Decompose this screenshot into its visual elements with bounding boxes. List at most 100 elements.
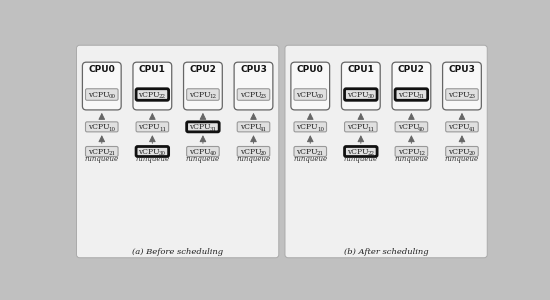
Text: 20: 20: [260, 151, 267, 156]
FancyBboxPatch shape: [76, 45, 279, 258]
Text: vCPU: vCPU: [139, 91, 160, 98]
Text: 22: 22: [367, 151, 375, 156]
Text: (a) Before scheduling: (a) Before scheduling: [132, 248, 223, 256]
Text: runqueue: runqueue: [445, 155, 479, 163]
Text: 10: 10: [108, 127, 116, 132]
Text: CPU3: CPU3: [240, 65, 267, 74]
Text: 10: 10: [317, 127, 324, 132]
Text: 12: 12: [418, 151, 425, 156]
Text: vCPU: vCPU: [398, 91, 419, 98]
FancyBboxPatch shape: [237, 146, 270, 157]
FancyBboxPatch shape: [133, 62, 172, 110]
Text: vCPU: vCPU: [88, 91, 109, 98]
FancyBboxPatch shape: [446, 146, 478, 157]
Text: vCPU: vCPU: [296, 123, 318, 131]
Text: 20: 20: [469, 151, 476, 156]
FancyBboxPatch shape: [291, 62, 329, 110]
FancyBboxPatch shape: [395, 146, 428, 157]
Text: 30: 30: [367, 94, 375, 99]
Text: 21: 21: [317, 151, 324, 156]
Text: vCPU: vCPU: [296, 148, 318, 155]
FancyBboxPatch shape: [294, 122, 327, 132]
Text: CPU0: CPU0: [297, 65, 323, 74]
Text: runqueue: runqueue: [135, 155, 169, 163]
Text: 41: 41: [469, 127, 476, 132]
FancyBboxPatch shape: [285, 45, 487, 258]
FancyBboxPatch shape: [136, 89, 169, 100]
Text: vCPU: vCPU: [448, 91, 470, 98]
FancyBboxPatch shape: [294, 146, 327, 157]
Text: vCPU: vCPU: [448, 123, 470, 131]
Text: vCPU: vCPU: [240, 123, 261, 131]
Text: CPU2: CPU2: [190, 65, 216, 74]
Text: vCPU: vCPU: [139, 123, 160, 131]
Text: vCPU: vCPU: [347, 148, 369, 155]
Text: vCPU: vCPU: [240, 148, 261, 155]
Text: (b) After scheduling: (b) After scheduling: [344, 248, 428, 256]
FancyBboxPatch shape: [446, 89, 478, 100]
Text: vCPU: vCPU: [88, 148, 109, 155]
FancyBboxPatch shape: [136, 146, 169, 157]
Text: 22: 22: [159, 94, 166, 99]
Text: 11: 11: [159, 127, 166, 132]
FancyBboxPatch shape: [186, 89, 219, 100]
Text: CPU3: CPU3: [449, 65, 475, 74]
Text: vCPU: vCPU: [189, 148, 211, 155]
FancyBboxPatch shape: [344, 89, 377, 100]
FancyBboxPatch shape: [443, 62, 481, 110]
FancyBboxPatch shape: [446, 122, 478, 132]
Text: 12: 12: [210, 94, 217, 99]
Text: vCPU: vCPU: [139, 148, 160, 155]
FancyBboxPatch shape: [342, 62, 380, 110]
Text: runqueue: runqueue: [293, 155, 327, 163]
FancyBboxPatch shape: [85, 89, 118, 100]
FancyBboxPatch shape: [82, 62, 121, 110]
FancyBboxPatch shape: [136, 122, 169, 132]
FancyBboxPatch shape: [234, 62, 273, 110]
Text: vCPU: vCPU: [347, 91, 369, 98]
Text: 40: 40: [418, 127, 425, 132]
Text: vCPU: vCPU: [189, 123, 211, 131]
FancyBboxPatch shape: [395, 89, 428, 100]
FancyBboxPatch shape: [186, 122, 219, 132]
Text: vCPU: vCPU: [398, 123, 419, 131]
Text: 11: 11: [367, 127, 375, 132]
Text: vCPU: vCPU: [398, 148, 419, 155]
Text: vCPU: vCPU: [88, 123, 109, 131]
Text: runqueue: runqueue: [236, 155, 271, 163]
FancyBboxPatch shape: [237, 122, 270, 132]
Text: runqueue: runqueue: [394, 155, 428, 163]
FancyBboxPatch shape: [186, 146, 219, 157]
FancyBboxPatch shape: [85, 122, 118, 132]
Text: vCPU: vCPU: [347, 123, 369, 131]
Text: CPU1: CPU1: [348, 65, 374, 74]
Text: 00: 00: [317, 94, 324, 99]
Text: 23: 23: [469, 94, 476, 99]
FancyBboxPatch shape: [85, 146, 118, 157]
Text: CPU1: CPU1: [139, 65, 166, 74]
Text: 31: 31: [210, 127, 217, 132]
FancyBboxPatch shape: [237, 89, 270, 100]
FancyBboxPatch shape: [344, 146, 377, 157]
FancyBboxPatch shape: [294, 89, 327, 100]
Text: runqueue: runqueue: [344, 155, 378, 163]
Text: 30: 30: [159, 151, 166, 156]
Text: vCPU: vCPU: [240, 91, 261, 98]
FancyBboxPatch shape: [392, 62, 431, 110]
Text: vCPU: vCPU: [189, 91, 211, 98]
Text: CPU0: CPU0: [89, 65, 115, 74]
Text: runqueue: runqueue: [85, 155, 119, 163]
Text: 00: 00: [108, 94, 116, 99]
Text: 41: 41: [260, 127, 267, 132]
Text: runqueue: runqueue: [186, 155, 220, 163]
FancyBboxPatch shape: [184, 62, 222, 110]
FancyBboxPatch shape: [395, 122, 428, 132]
Text: vCPU: vCPU: [296, 91, 318, 98]
Text: vCPU: vCPU: [448, 148, 470, 155]
Text: 40: 40: [210, 151, 217, 156]
Text: 31: 31: [418, 94, 425, 99]
Text: CPU2: CPU2: [398, 65, 425, 74]
FancyBboxPatch shape: [344, 122, 377, 132]
Text: 23: 23: [260, 94, 267, 99]
Text: 21: 21: [108, 151, 116, 156]
